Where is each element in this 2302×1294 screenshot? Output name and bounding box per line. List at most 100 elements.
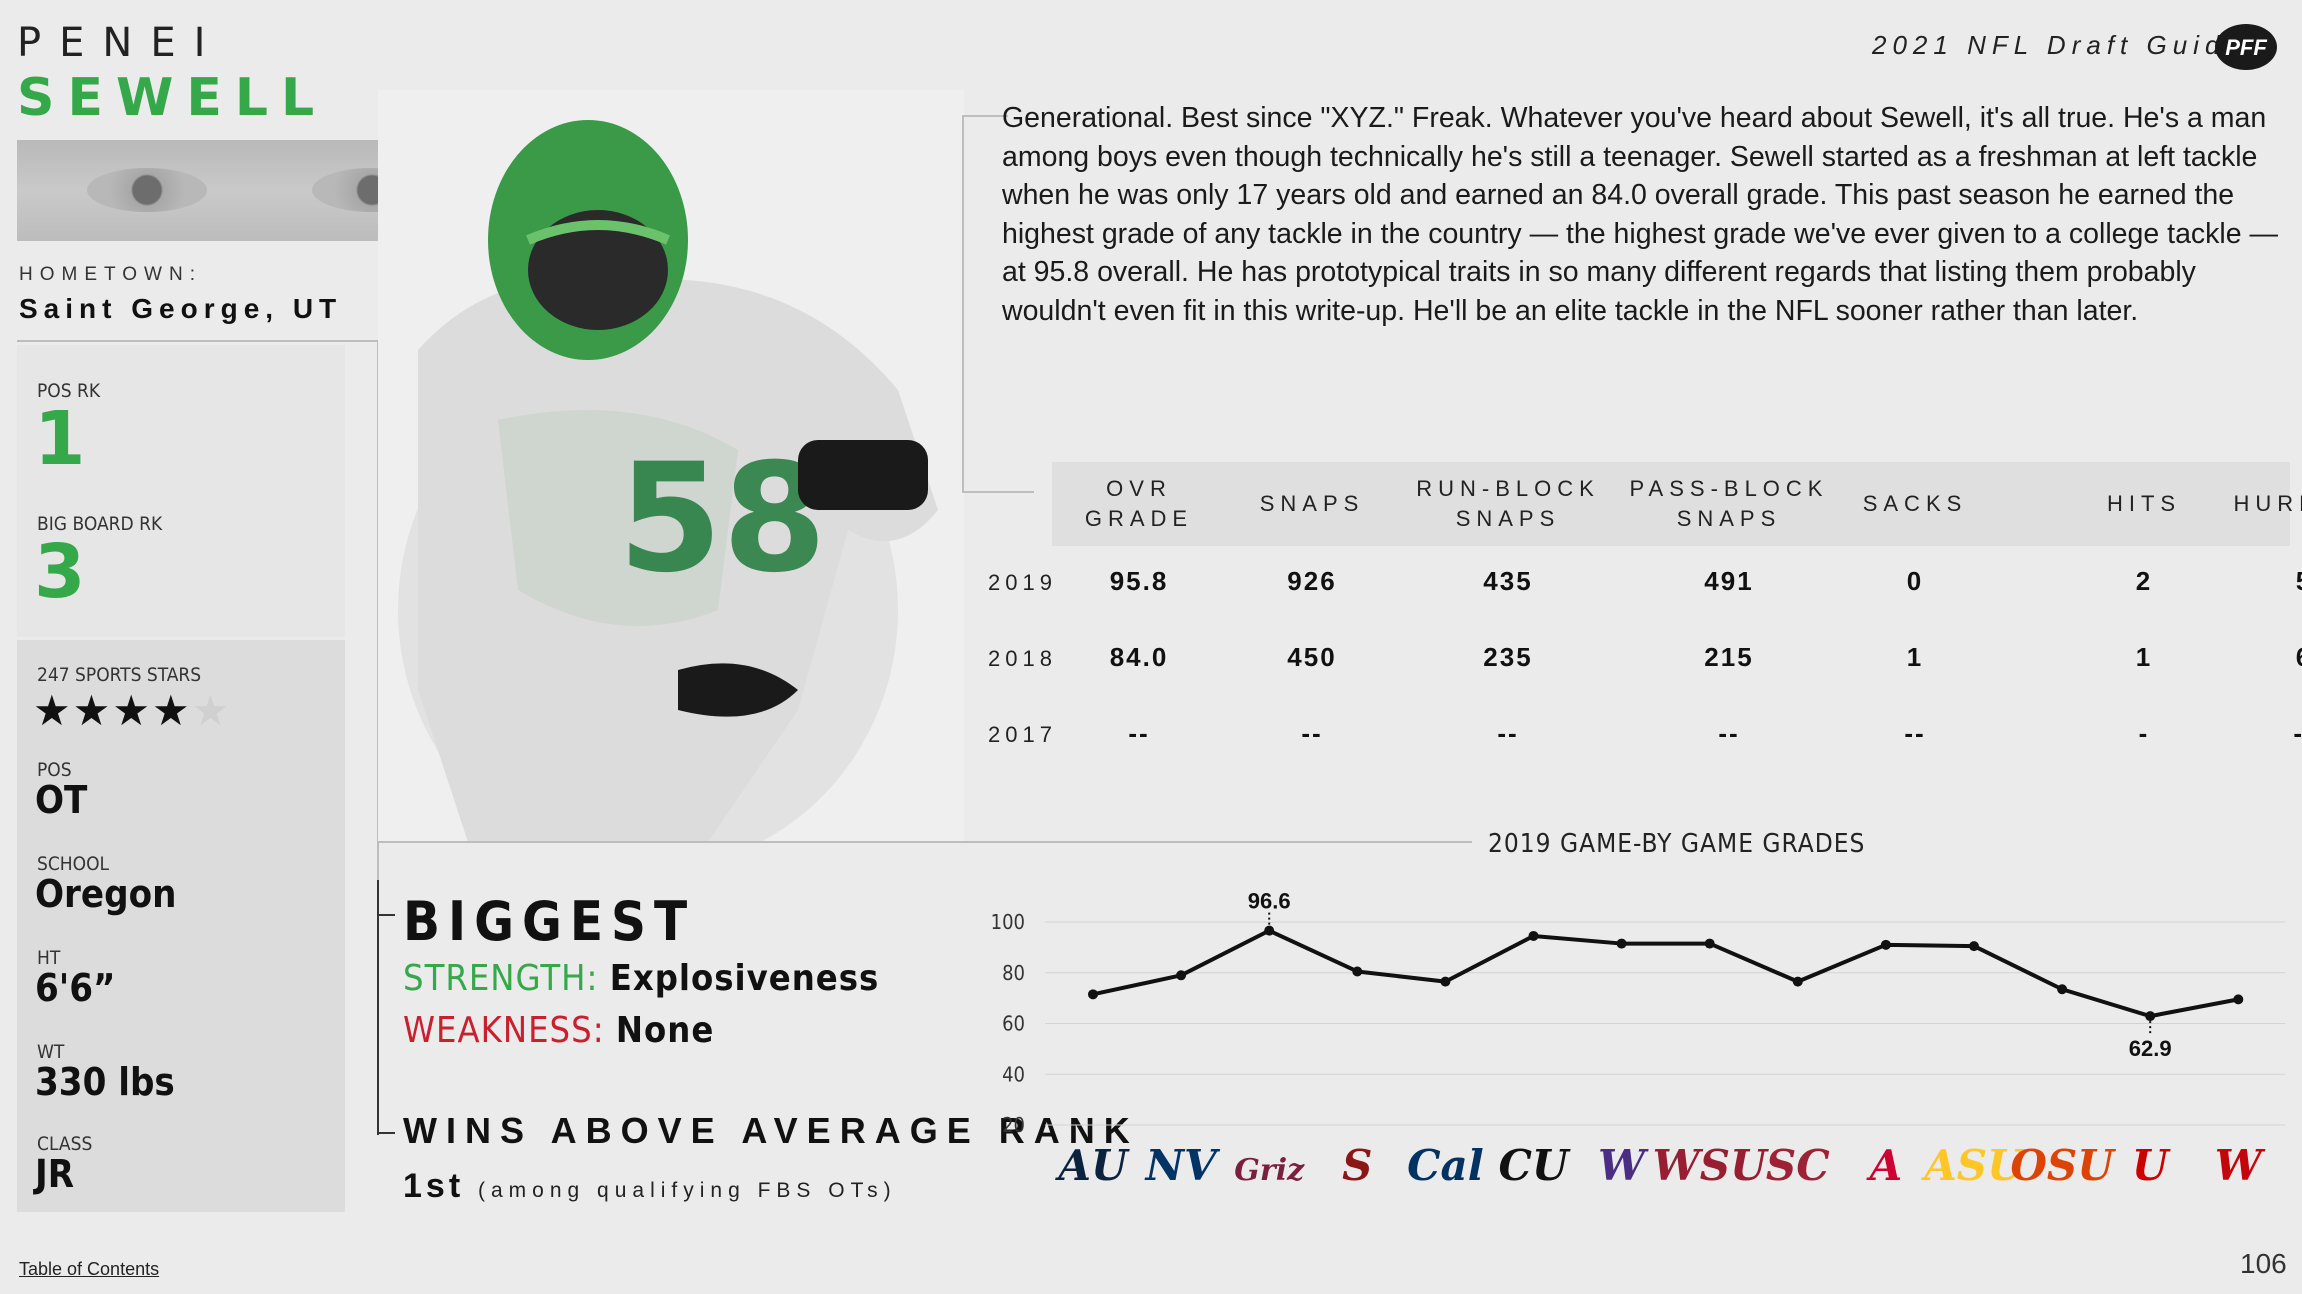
stats-cell: -- — [1497, 718, 1519, 748]
team-logo-icon: S — [1342, 1141, 1372, 1190]
player-photo: 58 — [378, 90, 964, 842]
stats-cell: 5 — [2244, 566, 2302, 597]
stats-cell: 1 — [1906, 642, 1924, 672]
grade-point — [1792, 976, 1803, 987]
page-number: 106 — [2240, 1248, 2287, 1279]
stats-cell: -- — [1301, 718, 1323, 748]
stats-cell: 0 — [1906, 566, 1924, 596]
sidebar-divider — [17, 340, 379, 342]
waa-title: WINS ABOVE AVERAGE RANK — [403, 1110, 1139, 1151]
team-logo-icon: A — [1866, 1141, 1903, 1190]
bio-divider-bottom — [962, 491, 1034, 493]
y-tick-label: 100 — [991, 910, 1025, 934]
stats-cell: -- — [1128, 718, 1150, 748]
star-icon: ★ — [72, 687, 113, 734]
weight-value: 330 lbs — [35, 1060, 175, 1104]
team-logo-icon: SC — [1766, 1141, 1830, 1190]
pff-logo-text: PFF — [2225, 35, 2267, 60]
school-label: SCHOOL — [37, 853, 110, 875]
svg-text:58: 58 — [618, 432, 827, 606]
team-logo-icon: ASU — [1920, 1141, 2026, 1190]
rank-panel — [17, 345, 345, 637]
stats-cell: 450 — [1287, 642, 1337, 672]
weakness-row: WEAKNESS: None — [403, 1010, 714, 1051]
team-logo-icon: Griz — [1234, 1153, 1305, 1188]
y-tick-label: 20 — [1002, 1113, 1025, 1137]
hometown-label: HOMETOWN: — [19, 264, 202, 285]
stats-col-header: RUN-BLOCK SNAPS — [1416, 476, 1600, 531]
stats-col-header: HURRIES — [2233, 491, 2302, 516]
weakness-label: WEAKNESS: — [403, 1010, 605, 1051]
stats-cell: 1 — [2135, 642, 2153, 672]
grade-point — [1616, 938, 1627, 949]
grade-point — [2057, 984, 2068, 995]
chart-divider — [377, 841, 1472, 843]
height-label: HT — [37, 947, 61, 969]
strengths-bracket — [377, 880, 379, 1135]
class-value: JR — [35, 1152, 75, 1196]
pos-label: POS — [37, 759, 72, 781]
strength-label: STRENGTH: — [403, 958, 599, 999]
grade-point — [1528, 930, 1539, 941]
star-icon: ★ — [151, 687, 192, 734]
team-logo-icon: WSU — [1653, 1141, 1769, 1190]
big-board-rank-value: 3 — [34, 529, 86, 615]
pff-logo-icon: PFF — [2215, 24, 2277, 70]
stats-col-header: SACKS — [1862, 491, 1968, 516]
school-value: Oregon — [35, 872, 177, 916]
guide-title: 2021 NFL Draft Guide — [1872, 30, 2246, 60]
star-icon: ★ — [112, 687, 152, 734]
team-logo-icon: OSU — [2010, 1141, 2116, 1190]
grade-point — [1880, 939, 1891, 950]
team-logo-icon: CU — [1498, 1141, 1570, 1190]
strength-row: STRENGTH: Explosiveness — [403, 958, 879, 999]
grade-point — [1352, 966, 1363, 977]
y-tick-label: 80 — [1002, 961, 1025, 985]
team-logo-icon: W — [1598, 1141, 1649, 1190]
star-icon: ★ — [33, 687, 73, 734]
stats-cell: 435 — [1483, 566, 1533, 596]
stats-cell: 235 — [1483, 642, 1533, 672]
stats-cell: 95.8 — [1109, 566, 1169, 596]
bio-divider-vertical — [962, 115, 964, 493]
strengths-bracket-top — [377, 914, 395, 916]
grade-line — [1092, 928, 2239, 1019]
stats-cell: 215 — [1704, 642, 1754, 672]
stats-cell: -- — [2244, 718, 2302, 749]
table-of-contents-link[interactable]: Table of Contents — [19, 1259, 160, 1279]
stats-cell: 926 — [1287, 566, 1337, 596]
stars-label: 247 SPORTS STARS — [37, 664, 202, 686]
stats-row-year: 2017 — [988, 722, 1057, 747]
class-label: CLASS — [37, 1133, 93, 1155]
player-last-name: SEWELL — [17, 68, 328, 128]
stats-col-header: HITS — [2106, 491, 2182, 516]
pos-rank-label: POS RK — [37, 380, 101, 402]
star-icon: ★ — [191, 687, 232, 734]
data-label: 62.9 — [2129, 1036, 2172, 1061]
player-first-name: PENEI — [17, 20, 224, 66]
grade-point — [1440, 976, 1451, 987]
stats-cell: 2 — [2135, 566, 2153, 596]
grade-point — [1088, 989, 1098, 1000]
team-logo-icon: NV — [1144, 1141, 1221, 1190]
waa-rank: 1st — [403, 1167, 465, 1205]
weight-label: WT — [37, 1041, 65, 1063]
pos-value: OT — [35, 778, 88, 822]
biggest-title: BIGGEST — [403, 890, 696, 953]
team-logo-icon: U — [2132, 1141, 2171, 1190]
stats-col-header: SNAPS — [1259, 491, 1365, 516]
star-rating: ★★★★★ — [33, 686, 231, 735]
hometown-value: Saint George, UT — [19, 293, 343, 324]
grade-point — [2233, 994, 2244, 1005]
grade-point — [1704, 938, 1715, 949]
chart-title: 2019 GAME-BY GAME GRADES — [1488, 829, 1866, 859]
stats-table-header: OVR GRADE SNAPS RUN-BLOCK SNAPS PASS-BLOCK SNA… — [1052, 462, 2302, 546]
strengths-bracket-bottom — [377, 1132, 395, 1134]
stats-row-year: 2019 — [988, 570, 1057, 595]
team-logo-icon: Cal — [1407, 1141, 1484, 1190]
grade-point — [1176, 970, 1187, 981]
weakness-value: None — [615, 1010, 715, 1051]
grade-point — [1264, 925, 1275, 936]
waa-note: (among qualifying FBS OTs) — [478, 1179, 897, 1202]
